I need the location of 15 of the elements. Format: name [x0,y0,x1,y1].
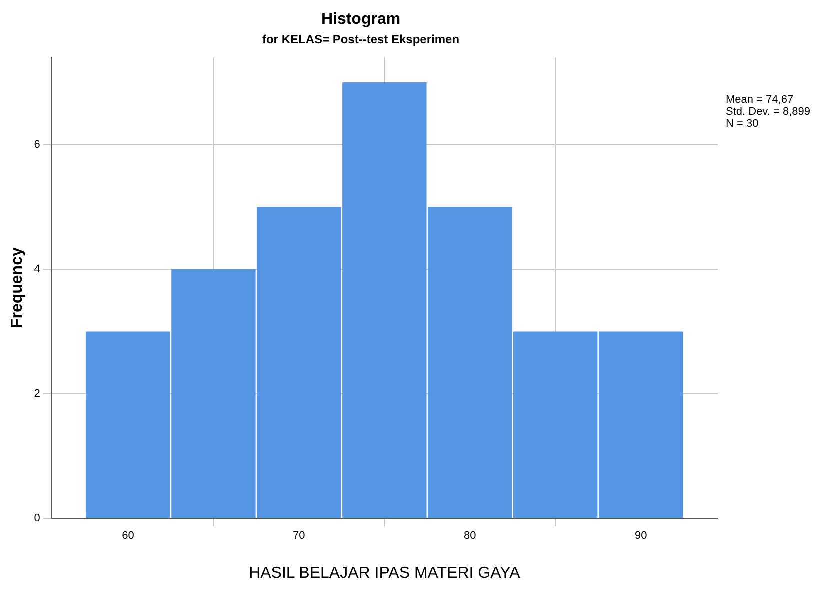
x-axis-title: HASIL BELAJAR IPAS MATERI GAYA [249,564,521,582]
x-tick-label: 60 [122,530,134,542]
text: Std. Dev. = 8,899 [726,106,810,118]
text: Mean = 74,67 [726,94,795,106]
y-tick-label: 4 [34,263,40,276]
x-tick-label: 70 [293,530,306,542]
y-tick-label: 6 [34,138,40,151]
y-tick-label: 2 [34,388,40,400]
chart-subtitle: for KELAS= Post--test Eksperimen [262,32,460,47]
y-axis-title: Frequency [9,248,26,329]
chart-title: Histogram [321,11,401,28]
x-tick-label: 80 [464,530,476,542]
x-tick-label: 90 [634,530,648,542]
text: N = 30 [726,118,760,130]
y-tick-label: 0 [34,512,40,525]
